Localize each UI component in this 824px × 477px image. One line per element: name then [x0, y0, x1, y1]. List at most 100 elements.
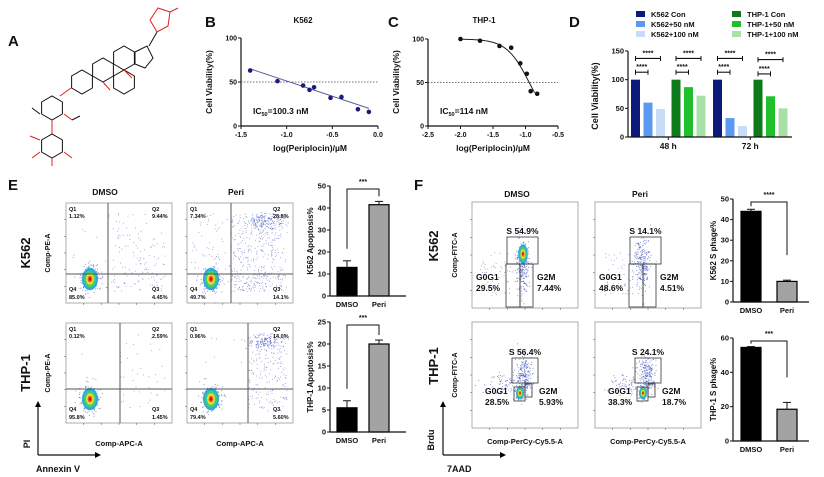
event-dot	[245, 231, 247, 233]
event-dot	[216, 230, 218, 232]
event-dot	[505, 388, 507, 390]
event-dot	[264, 272, 266, 274]
event-dot	[638, 243, 640, 244]
event-dot	[260, 342, 262, 344]
event-dot	[279, 224, 281, 226]
quadrant-percent: 79.4%	[190, 415, 206, 421]
y-tick-label: 50	[721, 195, 729, 204]
event-dot	[523, 270, 525, 272]
event-dot	[492, 280, 493, 282]
event-dot	[157, 408, 158, 410]
event-dot	[99, 397, 101, 399]
event-dot	[211, 410, 213, 412]
event-dot	[259, 224, 261, 226]
event-dot	[239, 214, 241, 216]
event-dot	[247, 256, 249, 258]
event-dot	[500, 392, 502, 393]
event-dot	[279, 357, 281, 359]
event-dot	[644, 375, 646, 377]
data-point	[477, 38, 483, 44]
event-dot	[625, 381, 627, 383]
event-dot	[648, 374, 650, 376]
event-dot	[610, 293, 612, 294]
x-tick-label: -1.5	[487, 132, 499, 139]
event-dot	[520, 368, 522, 370]
bar-dmso	[740, 210, 762, 303]
event-dot	[524, 381, 526, 383]
event-dot	[516, 257, 518, 259]
event-dot	[490, 384, 491, 386]
x-tick-label: -0.5	[552, 132, 564, 139]
event-dot	[268, 343, 270, 345]
event-dot	[522, 375, 524, 377]
event-dot	[632, 270, 634, 272]
event-dot	[235, 235, 236, 237]
event-dot	[266, 367, 268, 368]
event-dot	[646, 276, 648, 278]
event-dot	[241, 233, 243, 235]
y-tick-label: 40	[721, 215, 729, 224]
event-dot	[202, 253, 204, 255]
event-dot	[526, 272, 527, 274]
event-dot	[253, 220, 255, 221]
event-dot	[248, 284, 249, 286]
event-dot	[98, 278, 100, 280]
event-dot	[160, 278, 162, 280]
event-dot	[198, 231, 200, 233]
event-dot	[646, 267, 647, 269]
event-dot	[132, 380, 134, 382]
event-dot	[127, 357, 128, 359]
event-dot	[215, 257, 217, 259]
event-dot	[268, 381, 270, 382]
event-dot	[647, 278, 649, 280]
event-dot	[525, 290, 527, 292]
event-dot	[636, 258, 638, 259]
event-dot	[199, 283, 201, 285]
event-dot	[608, 254, 610, 256]
event-dot	[278, 235, 280, 236]
event-dot	[274, 401, 276, 403]
event-dot	[649, 366, 651, 368]
event-dot	[221, 395, 223, 397]
event-dot	[281, 279, 283, 281]
event-dot	[259, 285, 260, 287]
event-dot	[280, 351, 282, 353]
event-dot	[266, 399, 268, 401]
event-dot	[252, 372, 254, 374]
event-dot	[283, 350, 285, 352]
event-dot	[279, 363, 281, 364]
event-dot	[85, 385, 87, 387]
event-dot	[648, 380, 650, 382]
event-dot	[279, 284, 281, 286]
event-dot	[256, 344, 258, 346]
event-dot	[261, 281, 263, 283]
event-dot	[256, 220, 258, 222]
event-dot	[258, 274, 260, 276]
event-dot	[100, 278, 102, 280]
event-dot	[642, 366, 644, 368]
event-dot	[648, 251, 649, 253]
event-dot	[642, 254, 644, 255]
event-dot	[253, 361, 255, 363]
event-dot	[263, 366, 265, 368]
event-dot	[648, 260, 650, 262]
event-dot	[637, 373, 639, 375]
event-dot	[214, 384, 216, 385]
event-dot	[526, 394, 528, 396]
event-dot	[244, 251, 245, 253]
event-dot	[644, 258, 646, 260]
event-dot	[654, 381, 656, 383]
event-dot	[261, 236, 263, 237]
event-dot	[255, 336, 257, 338]
event-dot	[283, 398, 285, 400]
quadrant-name: Q3	[273, 407, 280, 413]
event-dot	[214, 302, 216, 304]
event-dot	[145, 262, 147, 263]
event-dot	[81, 403, 83, 405]
event-dot	[529, 385, 531, 387]
event-dot	[645, 378, 647, 380]
event-dot	[125, 285, 127, 287]
event-dot	[646, 366, 648, 368]
